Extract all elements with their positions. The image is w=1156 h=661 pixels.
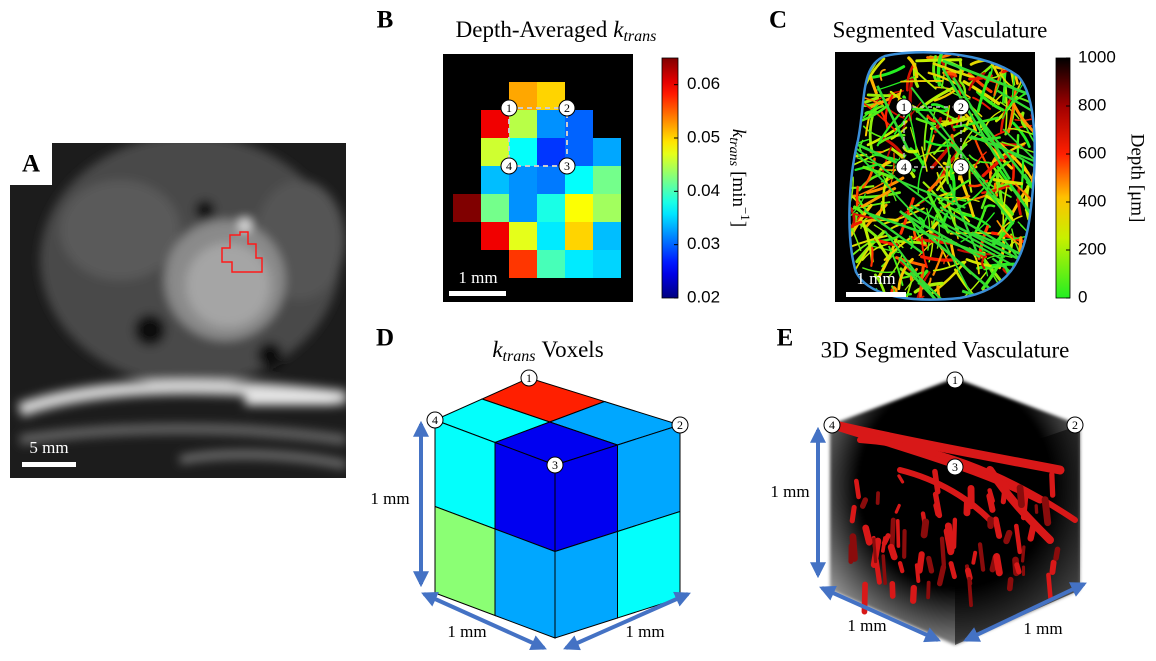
marker-label: 3 — [958, 160, 964, 174]
label-subscript: trans — [726, 137, 741, 166]
colorbar-tick-label: 0.02 — [687, 287, 720, 306]
title-text: Voxels — [541, 337, 603, 362]
dimension-label: 1 mm — [625, 622, 664, 641]
colorbar-label: ktrans[min−1] — [726, 129, 753, 227]
heatmap-cell — [537, 110, 565, 138]
dimension-label: 1 mm — [1023, 619, 1062, 638]
colorbar-tick-label: 600 — [1078, 143, 1106, 162]
label-exponent: −1 — [738, 207, 753, 221]
marker-label: 4 — [901, 160, 907, 174]
colorbar-tick-label: 400 — [1078, 191, 1106, 210]
heatmap-cell — [593, 222, 621, 250]
scale-bar — [846, 292, 906, 297]
marker-label: 1 — [526, 371, 532, 385]
panel-label: A — [22, 151, 40, 178]
heatmap-cell — [481, 194, 509, 222]
heatmap-cell — [453, 194, 481, 222]
panel-label: B — [377, 7, 394, 34]
heatmap-cell — [509, 194, 537, 222]
heatmap-cell — [537, 250, 565, 278]
heatmap-cell — [509, 250, 537, 278]
heatmap-cell — [481, 222, 509, 250]
marker-label: 1 — [506, 101, 512, 115]
dimension-label: 1 mm — [447, 622, 486, 641]
voxel-cube — [435, 378, 680, 638]
heatmap-cell — [537, 222, 565, 250]
marker-label: 3 — [952, 460, 958, 474]
marker-label: 2 — [564, 101, 570, 115]
scale-bar-label: 1 mm — [856, 269, 895, 288]
colorbar-tick-label: 0 — [1078, 287, 1087, 306]
heatmap-cell — [593, 250, 621, 278]
marker-label: 2 — [1072, 418, 1078, 432]
colorbar-ticks: 0.02 0.03 0.04 0.05 0.06 — [674, 74, 720, 306]
colorbar-tick-label: 0.05 — [687, 127, 720, 146]
scale-bar-label: 1 mm — [458, 268, 497, 287]
heatmap-cell — [593, 138, 621, 166]
scale-bar — [449, 291, 506, 296]
dimension-label: 1 mm — [370, 489, 409, 508]
marker-label: 3 — [564, 159, 570, 173]
scale-bar-label: 5 mm — [29, 438, 68, 457]
colorbar-tick-label: 0.04 — [687, 181, 720, 200]
marker-label: 1 — [901, 100, 907, 114]
marker-label: 2 — [958, 100, 964, 114]
colorbar-ticks: 0 200 400 600 800 1000 — [1066, 47, 1116, 306]
mri-image — [10, 135, 346, 478]
panel-label: C — [769, 7, 787, 34]
marker-label: 4 — [506, 159, 512, 173]
colorbar-tick-label: 800 — [1078, 95, 1106, 114]
heatmap-cell — [565, 250, 593, 278]
marker-label: 3 — [552, 458, 558, 472]
scale-bar — [22, 462, 76, 467]
colorbar — [1056, 58, 1070, 298]
colorbar-tick-label: 0.03 — [687, 234, 720, 253]
colorbar — [662, 58, 678, 298]
dimension-label: 1 mm — [770, 482, 809, 501]
label-close: ] — [728, 221, 749, 227]
heatmap-cell — [593, 194, 621, 222]
title-subscript: trans — [623, 28, 656, 45]
heatmap-cell — [593, 166, 621, 194]
heatmap — [443, 54, 633, 302]
panel-title: 3D Segmented Vasculature — [821, 337, 1070, 362]
marker-label: 4 — [432, 413, 438, 427]
panel-label: D — [376, 325, 394, 352]
dimension-label: 1 mm — [847, 616, 886, 635]
heatmap-cell — [509, 222, 537, 250]
marker-label: 1 — [952, 373, 958, 387]
marker-label: 2 — [677, 418, 683, 432]
heatmap-cell — [565, 194, 593, 222]
colorbar-label: Depth [μm] — [1127, 134, 1148, 223]
heatmap-cell — [565, 222, 593, 250]
title-text: Depth-Averaged — [456, 17, 608, 42]
colorbar-tick-label: 1000 — [1078, 47, 1116, 66]
panel-label: E — [777, 325, 794, 352]
label-unit: [min — [728, 171, 749, 207]
colorbar-tick-label: 0.06 — [687, 74, 720, 93]
marker-label: 4 — [829, 418, 835, 432]
heatmap-cell — [537, 194, 565, 222]
colorbar-tick-label: 200 — [1078, 239, 1106, 258]
panel-title: Segmented Vasculature — [833, 17, 1048, 42]
title-subscript: trans — [503, 348, 536, 365]
figure: A 5 mm B Depth-Averagedktrans 0.020.030.… — [0, 0, 1156, 656]
